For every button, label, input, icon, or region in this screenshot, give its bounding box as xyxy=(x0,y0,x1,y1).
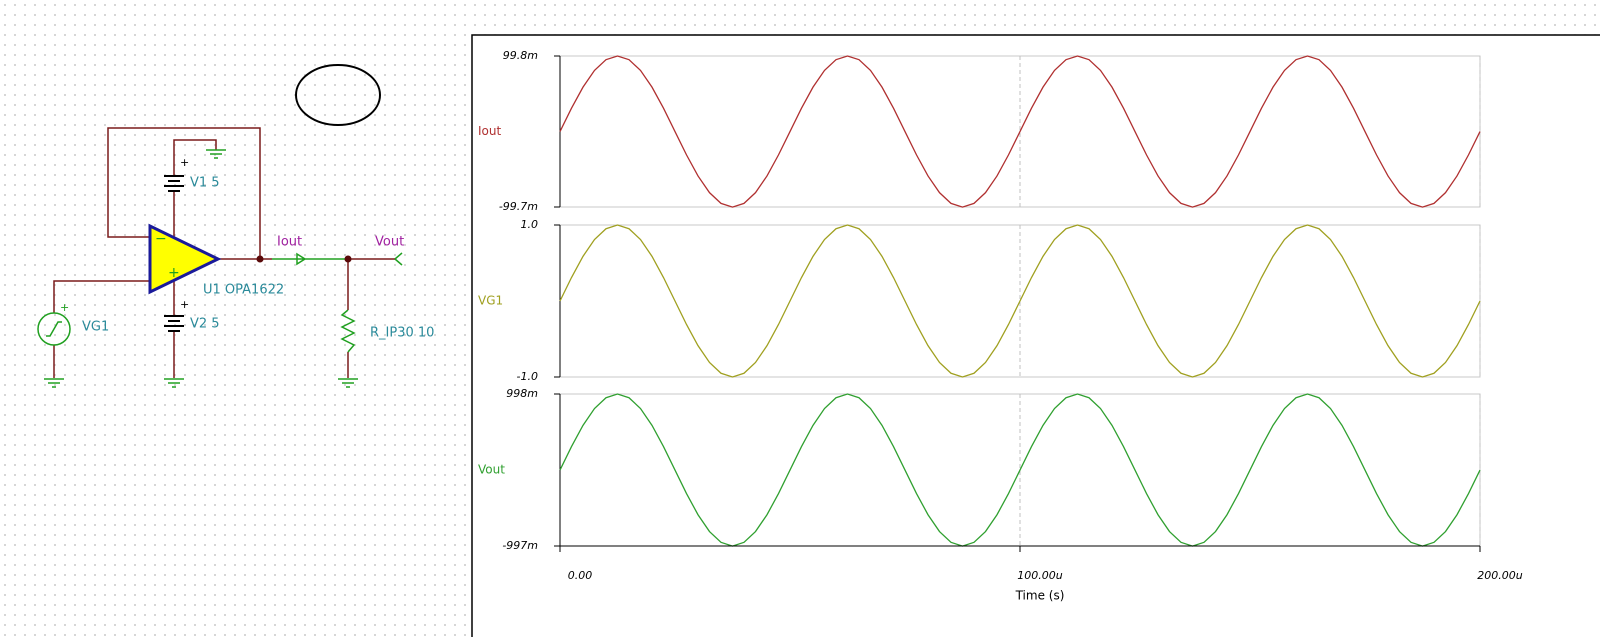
y-tick-label: -1.0 xyxy=(517,370,538,383)
series-label: VG1 xyxy=(478,294,503,308)
y-tick-label: -99.7m xyxy=(499,200,538,213)
resistor[interactable] xyxy=(340,309,356,353)
y-tick-label: 998m xyxy=(506,387,538,400)
signal-source[interactable] xyxy=(37,312,71,346)
plus-sign: + xyxy=(168,265,180,281)
plus-sign: + xyxy=(180,156,189,169)
output-wire xyxy=(218,258,395,378)
schematic: − + + + + V1 5 V2 5 U1 OPA1622 VG1 R_IP3… xyxy=(37,64,434,388)
y-tick-label: 99.8m xyxy=(503,49,538,62)
x-tick-label: 200.00u xyxy=(1477,569,1522,582)
series-line xyxy=(559,393,1481,547)
series-line xyxy=(559,224,1481,378)
grounds xyxy=(44,149,358,388)
net-label: Iout xyxy=(277,235,302,250)
net-label: Vout xyxy=(375,235,404,250)
v1-wire xyxy=(173,139,217,237)
input-wire xyxy=(53,280,150,313)
feedback-wire xyxy=(107,127,261,259)
x-axis-label: Time (s) xyxy=(1015,589,1065,603)
battery-v1[interactable] xyxy=(164,175,184,192)
minus-sign: − xyxy=(155,231,167,247)
series-line xyxy=(559,55,1481,208)
component-label: VG1 xyxy=(82,320,109,335)
plot-window xyxy=(471,34,1600,637)
battery-v2[interactable] xyxy=(164,315,184,332)
component-label: V1 5 xyxy=(190,176,220,191)
series-label: Iout xyxy=(478,124,501,138)
x-tick-label: 0.00 xyxy=(568,569,593,582)
y-tick-label: -997m xyxy=(502,539,538,552)
current-probe xyxy=(272,252,345,266)
plus-sign: + xyxy=(180,298,189,311)
plus-sign: + xyxy=(60,301,69,314)
source-symbol xyxy=(46,321,62,337)
opamp[interactable] xyxy=(148,223,222,295)
component-label: R_IP30 10 xyxy=(370,326,434,341)
x-tick-label: 100.00u xyxy=(1017,569,1062,582)
junction xyxy=(344,255,352,263)
plots: 99.8m -99.7m Iout 1.0 -1.0 VG1 998m -997m Vout 0.… xyxy=(478,49,1523,603)
component-label: U1 OPA1622 xyxy=(203,283,284,298)
series-label: Vout xyxy=(478,463,505,477)
vout-pin xyxy=(394,252,403,266)
junction xyxy=(256,255,264,263)
ellipse-shape[interactable] xyxy=(295,64,381,126)
component-label: V2 5 xyxy=(190,317,220,332)
y-tick-label: 1.0 xyxy=(521,218,539,231)
